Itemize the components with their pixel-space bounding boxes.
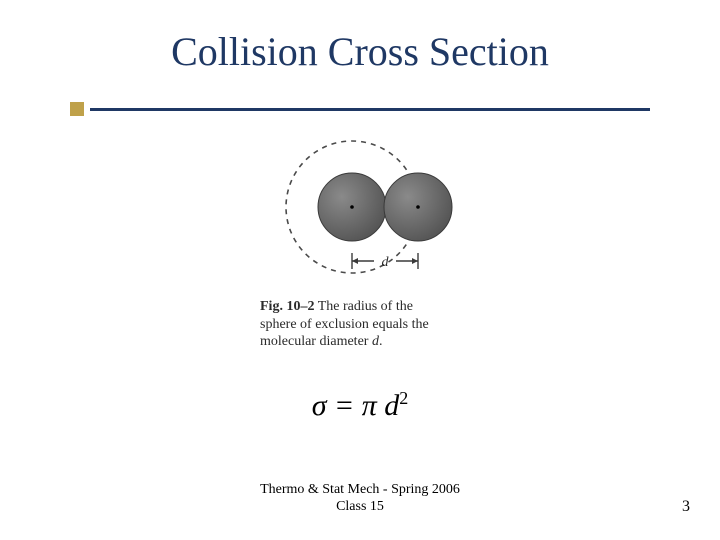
footer-line-2: Class 15: [0, 499, 720, 516]
figure-caption-end: .: [379, 334, 383, 349]
slide-footer: Thermo & Stat Mech - Spring 2006 Class 1…: [0, 482, 720, 516]
page-number: 3: [682, 498, 690, 516]
rule-line: [90, 108, 650, 111]
figure-caption-var: d: [372, 334, 379, 349]
collision-diagram-icon: d: [260, 135, 460, 285]
slide-title: Collision Cross Section: [0, 28, 720, 75]
svg-text:d: d: [382, 255, 390, 270]
collision-figure: d Fig. 10–2 The radius of the sphere of …: [260, 135, 460, 365]
slide: Collision Cross Section: [0, 0, 720, 540]
sigma-symbol: σ: [312, 389, 327, 422]
figure-caption: Fig. 10–2 The radius of the sphere of ex…: [260, 298, 440, 351]
rule-square-icon: [70, 102, 84, 116]
title-rule: [70, 100, 650, 118]
footer-line-1: Thermo & Stat Mech - Spring 2006: [0, 482, 720, 499]
exponent: 2: [399, 388, 408, 408]
cross-section-equation: σ = π d2: [0, 388, 720, 423]
figure-label: Fig. 10–2: [260, 299, 314, 314]
equals-symbol: =: [327, 389, 362, 422]
pi-symbol: π: [362, 389, 377, 422]
d-variable: d: [384, 389, 399, 422]
